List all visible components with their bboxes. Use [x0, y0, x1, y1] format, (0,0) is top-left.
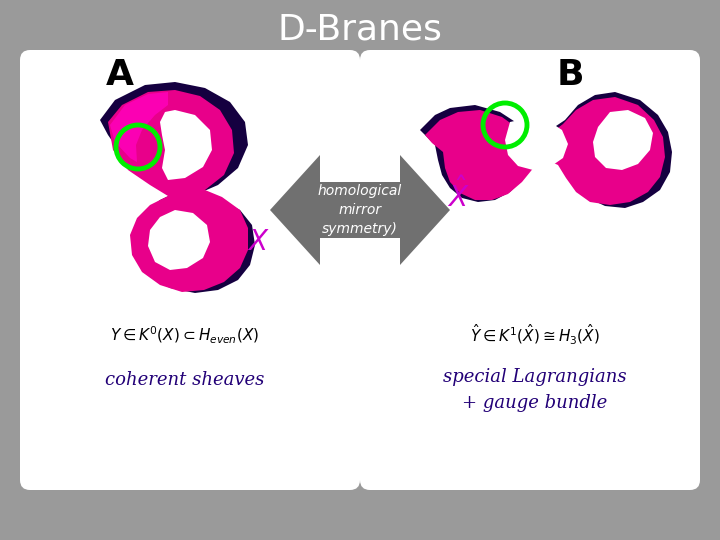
- Polygon shape: [593, 110, 653, 170]
- Polygon shape: [420, 92, 672, 208]
- Polygon shape: [160, 110, 212, 180]
- Text: A: A: [106, 58, 134, 92]
- Text: D-Branes: D-Branes: [278, 13, 442, 47]
- Polygon shape: [108, 90, 248, 292]
- Text: $Y \in K^{0}(X) \subset H_{even}(X)$: $Y \in K^{0}(X) \subset H_{even}(X)$: [110, 325, 259, 346]
- Text: B: B: [557, 58, 584, 92]
- Text: $\hat{Y} \in K^{1}(\hat{X}) \cong H_{3}(\hat{X})$: $\hat{Y} \in K^{1}(\hat{X}) \cong H_{3}(…: [470, 323, 600, 347]
- Text: coherent sheaves: coherent sheaves: [105, 371, 265, 389]
- Text: homological
mirror
symmetry): homological mirror symmetry): [318, 184, 402, 237]
- Polygon shape: [100, 82, 255, 293]
- Text: $\hat{X}$: $\hat{X}$: [446, 177, 469, 213]
- Polygon shape: [425, 97, 665, 205]
- Text: $X$: $X$: [247, 228, 269, 255]
- Polygon shape: [148, 210, 210, 270]
- FancyBboxPatch shape: [360, 50, 700, 490]
- Text: Fukaya category: Fukaya category: [446, 446, 624, 464]
- Text: special Lagrangians
+ gauge bundle: special Lagrangians + gauge bundle: [444, 368, 627, 411]
- FancyBboxPatch shape: [20, 50, 360, 490]
- Polygon shape: [270, 155, 450, 265]
- Polygon shape: [110, 92, 168, 162]
- Text: derived category: derived category: [95, 446, 274, 464]
- Polygon shape: [505, 118, 568, 170]
